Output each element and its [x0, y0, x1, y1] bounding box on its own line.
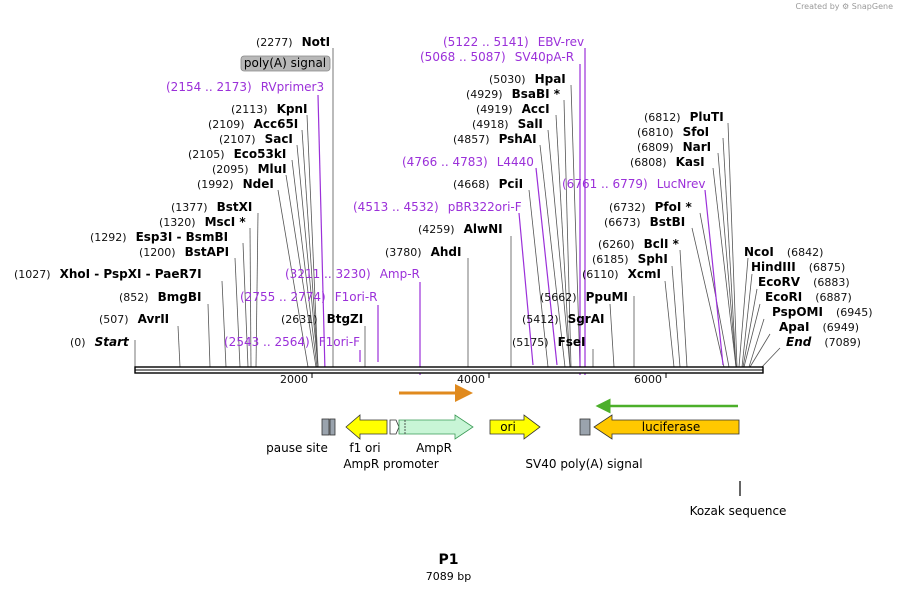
- tick-label: 4000: [457, 373, 485, 386]
- primer-rvprimer3[interactable]: (2154 .. 2173) RVprimer3: [166, 80, 324, 94]
- ori-arrow[interactable]: [489, 414, 541, 440]
- site-apai[interactable]: ApaI (6949): [779, 320, 859, 334]
- snapgene-credit: Created by ⚙ SnapGene: [795, 2, 893, 11]
- pause-site-box[interactable]: [321, 418, 330, 436]
- site-bmgbi[interactable]: (852) BmgBI: [119, 290, 201, 304]
- site-leader-lines: [134, 48, 781, 368]
- ori-inner-label: ori: [500, 420, 516, 434]
- site-pspomi[interactable]: PspOMI (6945): [772, 305, 873, 319]
- site-labels: (0) Start (507) AvrII (852) BmgBI (1027) Xho…: [14, 35, 724, 349]
- site-bstbi[interactable]: (6673) BstBI: [604, 215, 685, 229]
- site-bstxi[interactable]: (1377) BstXI: [171, 200, 252, 214]
- site-saci[interactable]: (2107) SacI: [219, 132, 293, 146]
- site-xhoi[interactable]: (1027) XhoI - PspXI - PaeR7I: [14, 267, 202, 281]
- primer-f1ori-f[interactable]: (2543 .. 2564) F1ori-F: [224, 335, 360, 349]
- site-sfoi[interactable]: (6810) SfoI: [637, 125, 709, 139]
- polya-badge-label: poly(A) signal: [244, 56, 326, 70]
- ampr-promoter-arrow[interactable]: [389, 419, 400, 435]
- primer-sv40pa-r[interactable]: (5068 .. 5087) SV40pA-R: [420, 50, 574, 64]
- primer-l4440[interactable]: (4766 .. 4783) L4440: [402, 155, 534, 169]
- site-xcmi[interactable]: (6110) XcmI: [582, 267, 661, 281]
- site-hindiii[interactable]: HindIII (6875): [751, 260, 845, 274]
- luciferase-inner-label: luciferase: [642, 420, 700, 434]
- site-ndei[interactable]: (1992) NdeI: [197, 177, 274, 191]
- ampr-promoter-label: AmpR promoter: [343, 457, 438, 471]
- site-kasi[interactable]: (6808) KasI: [630, 155, 705, 169]
- site-acc65i[interactable]: (2109) Acc65I: [208, 117, 298, 131]
- primer-amp-r[interactable]: (3211 .. 3230) Amp-R: [285, 267, 420, 281]
- site-hpai[interactable]: (5030) HpaI: [489, 72, 566, 86]
- site-sali[interactable]: (4918) SalI: [472, 117, 543, 131]
- site-bsabi[interactable]: (4929) BsaBI *: [466, 87, 561, 101]
- site-ecori[interactable]: EcoRI (6887): [765, 290, 852, 304]
- site-end[interactable]: End (7089): [786, 335, 861, 349]
- site-bcli[interactable]: (6260) BclI *: [598, 237, 680, 251]
- site-labels-right: NcoI (6842) HindIII (6875) EcoRV (6883) Eco…: [744, 245, 873, 349]
- site-nari[interactable]: (6809) NarI: [637, 140, 711, 154]
- site-avrii[interactable]: (507) AvrII: [99, 312, 169, 326]
- site-pluti[interactable]: (6812) PluTI: [644, 110, 724, 124]
- site-kpni[interactable]: (2113) KpnI: [231, 102, 307, 116]
- site-start[interactable]: (0) Start: [70, 335, 130, 349]
- site-sgrai[interactable]: (5412) SgrAI: [522, 312, 604, 326]
- primer-labels: (2154 .. 2173) RVprimer3 (3211 .. 3230) Am…: [166, 35, 706, 349]
- site-ncoi[interactable]: NcoI (6842): [744, 245, 823, 259]
- pause-site-label: pause site: [266, 441, 328, 455]
- site-acci[interactable]: (4919) AccI: [476, 102, 550, 116]
- site-bstapi[interactable]: (1200) BstAPI: [139, 245, 229, 259]
- tick-label: 2000: [280, 373, 308, 386]
- primer-pbr322ori-f[interactable]: (4513 .. 4532) pBR322ori-F: [353, 200, 522, 214]
- polya-badge[interactable]: poly(A) signal: [240, 55, 331, 72]
- sv40-polya-label: SV40 poly(A) signal: [525, 457, 642, 471]
- ampr-inner-label: AmpR: [416, 441, 452, 455]
- site-eco53ki[interactable]: (2105) Eco53kI: [188, 147, 286, 161]
- site-mlui[interactable]: (2095) MluI: [212, 162, 287, 176]
- tick-label: 6000: [634, 373, 662, 386]
- f1-ori-label: f1 ori: [349, 441, 380, 455]
- map-title: P1: [438, 552, 459, 568]
- site-ppumi[interactable]: (5662) PpuMI: [540, 290, 628, 304]
- site-alwni[interactable]: (4259) AlwNI: [418, 222, 503, 236]
- pause-site-box[interactable]: [329, 418, 336, 436]
- site-ahdi[interactable]: (3780) AhdI: [385, 245, 461, 259]
- site-pshai[interactable]: (4857) PshAI: [453, 132, 537, 146]
- site-msci[interactable]: (1320) MscI *: [159, 215, 246, 229]
- sv40-polya-box[interactable]: [579, 418, 591, 436]
- f1-ori-arrow[interactable]: [345, 414, 388, 440]
- site-ecorv[interactable]: EcoRV (6883): [758, 275, 850, 289]
- site-fsei[interactable]: (5175) FseI: [512, 335, 586, 349]
- ampr-arrow[interactable]: [398, 414, 474, 440]
- site-pcii[interactable]: (4668) PciI: [453, 177, 523, 191]
- primer-leader-lines: [317, 48, 724, 375]
- primer-f1ori-r[interactable]: (2755 .. 2774) F1ori-R: [240, 290, 378, 304]
- site-sphi[interactable]: (6185) SphI: [592, 252, 668, 266]
- backbone: [134, 366, 764, 378]
- site-pfoi[interactable]: (6732) PfoI *: [609, 200, 692, 214]
- site-esp3i[interactable]: (1292) Esp3I - BsmBI: [90, 230, 228, 244]
- site-noti[interactable]: (2277) NotI: [256, 35, 330, 49]
- primer-lucnrev[interactable]: (6761 .. 6779) LucNrev: [562, 177, 706, 191]
- primer-ebv-rev[interactable]: (5122 .. 5141) EBV-rev: [443, 35, 584, 49]
- kozak-label: Kozak sequence: [690, 504, 787, 518]
- features-track: [321, 414, 741, 496]
- site-btgzi[interactable]: (2631) BtgZI: [281, 312, 363, 326]
- luciferase-arrow[interactable]: [593, 414, 740, 440]
- map-length: 7089 bp: [425, 570, 472, 583]
